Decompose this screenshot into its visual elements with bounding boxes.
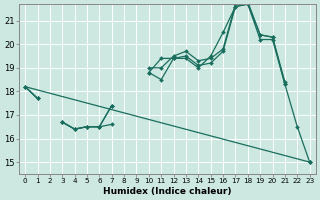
X-axis label: Humidex (Indice chaleur): Humidex (Indice chaleur) (103, 187, 232, 196)
